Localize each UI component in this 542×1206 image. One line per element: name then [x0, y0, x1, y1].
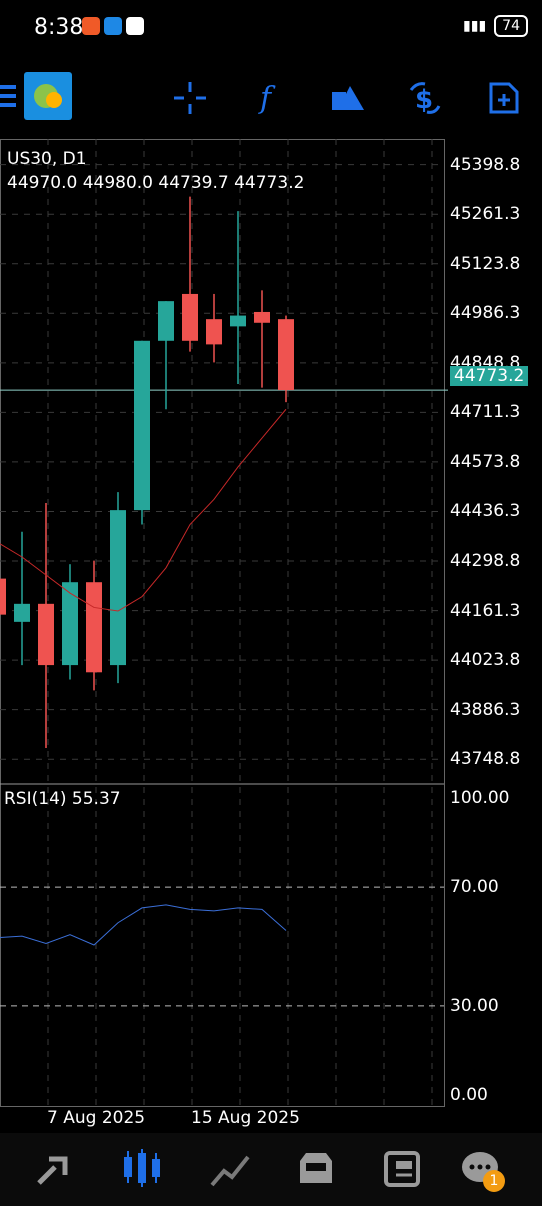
notification-app-icon-3 [126, 17, 144, 35]
candle-body [14, 603, 30, 622]
signal-icon: ▮▮▮ [463, 18, 487, 34]
price-tick-label: 43886.3 [450, 699, 521, 720]
rsi-line [0, 904, 287, 946]
candle-body [110, 510, 126, 666]
chart-canvas[interactable] [0, 139, 542, 1107]
status-indicators: ▮▮▮ 74 [463, 15, 528, 37]
candle-body [158, 301, 174, 341]
candle-body [134, 340, 150, 511]
indicators-icon[interactable]: f [252, 80, 288, 116]
crosshair-icon[interactable] [172, 80, 208, 116]
price-tick-label: 44573.8 [450, 451, 521, 472]
price-tick-label: 44986.3 [450, 303, 521, 324]
rsi-tick-label: 70.00 [450, 877, 499, 898]
rsi-tick-label: 0.00 [450, 1085, 488, 1105]
rsi-tick-label: 30.00 [450, 995, 499, 1016]
symbol-label: US30, D1 [7, 149, 87, 169]
chart-area[interactable]: US30, D1 44970.0 44980.0 44739.7 44773.2… [0, 139, 542, 1107]
notification-app-icon-1 [82, 17, 100, 35]
candle-body [278, 319, 294, 391]
candle-body [62, 582, 78, 666]
bottom-nav [0, 1133, 542, 1206]
trade-icon[interactable]: $ [407, 80, 443, 116]
rsi-label: RSI(14) 55.37 [4, 789, 121, 809]
rsi-tick-label: 100.00 [450, 788, 510, 808]
quotes-tab-icon[interactable] [35, 1149, 75, 1189]
candle-body [38, 603, 54, 666]
history-tab-icon[interactable] [296, 1149, 336, 1189]
chart-tab-icon[interactable] [122, 1149, 162, 1189]
battery-icon: 74 [494, 15, 528, 37]
candle-body [0, 578, 6, 615]
price-tick-label: 45261.3 [450, 204, 521, 225]
app-logo[interactable] [24, 72, 72, 120]
date-label-2: 15 Aug 2025 [191, 1108, 300, 1128]
svg-text:$: $ [415, 85, 433, 115]
trade-tab-icon[interactable] [210, 1149, 250, 1189]
candles [0, 196, 294, 748]
ohlc-label: 44970.0 44980.0 44739.7 44773.2 [7, 173, 305, 193]
chart-frame [0, 139, 445, 1107]
price-tick-label: 44023.8 [450, 650, 521, 671]
menu-icon[interactable] [0, 85, 16, 107]
status-time: 8:38 [34, 15, 84, 40]
candle-body [182, 293, 198, 341]
price-tick-label: 45123.8 [450, 253, 521, 274]
notification-badge: 1 [483, 1170, 505, 1192]
candle-body [86, 582, 102, 673]
price-tick-label: 44436.3 [450, 501, 521, 522]
new-order-icon[interactable] [485, 80, 521, 116]
notification-app-icon-2 [104, 17, 122, 35]
news-tab-icon[interactable] [382, 1149, 422, 1189]
price-tick-label: 45398.8 [450, 154, 521, 175]
price-tick-label: 43748.8 [450, 749, 521, 770]
svg-text:f: f [258, 81, 276, 116]
moving-average-line [0, 408, 287, 612]
candle-body [254, 311, 270, 323]
price-tick-label: 44161.3 [450, 600, 521, 621]
current-price-label: 44773.2 [450, 366, 529, 386]
status-bar: 8:38 ▮▮▮ 74 [0, 0, 542, 56]
objects-icon[interactable] [330, 80, 366, 116]
price-tick-label: 44298.8 [450, 551, 521, 572]
candle-body [230, 315, 246, 327]
date-label-1: 7 Aug 2025 [47, 1108, 146, 1128]
toolbar: f $ [0, 66, 542, 128]
price-tick-label: 44711.3 [450, 402, 521, 423]
candle-body [206, 319, 222, 345]
